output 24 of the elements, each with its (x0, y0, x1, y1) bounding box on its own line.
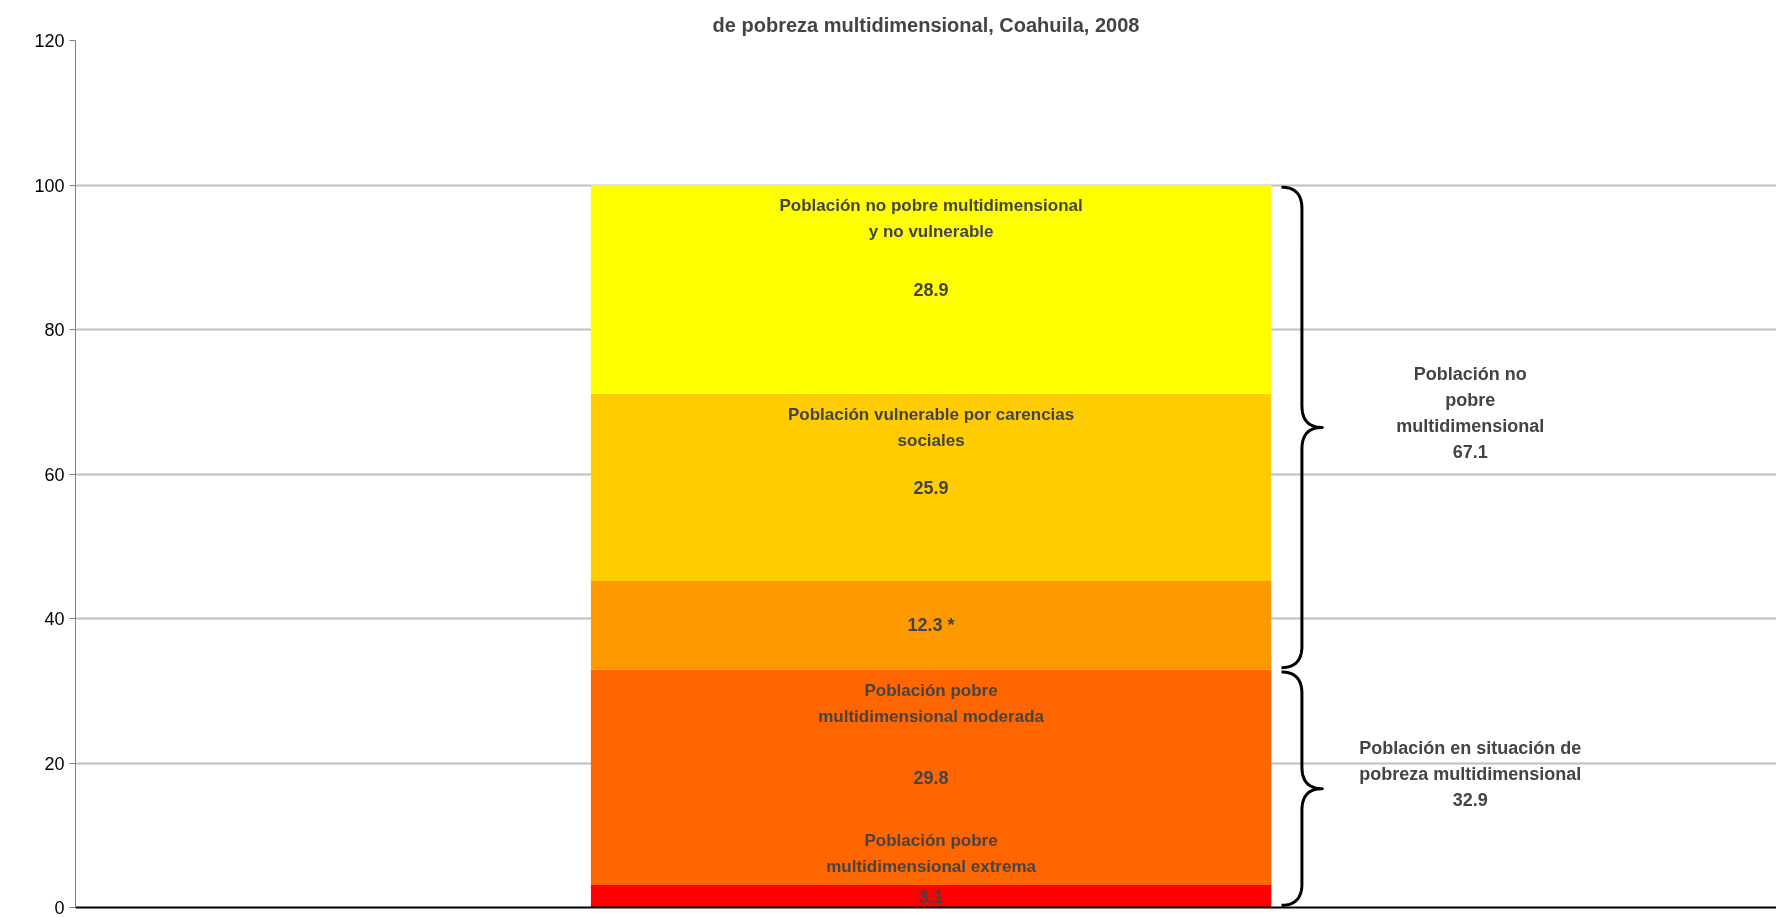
series-label: Población vulnerable por carencias sociales (787, 404, 1075, 451)
y-tick-label: 80 (44, 320, 65, 340)
data-label: 25.9 (913, 477, 949, 498)
text: Población en situación de pobreza multidimensional 32.9 (1359, 738, 1582, 811)
y-tick-label: 0 (54, 898, 65, 917)
data-label: 28.9 (913, 279, 949, 300)
y-tick-label: 60 (44, 464, 65, 485)
bar (590, 185, 1272, 394)
chart-title: de pobreza multidimensional, Coahuila, 2008 (712, 13, 1140, 36)
series-label: Población pobre multidimensional moderada (818, 680, 1045, 727)
series-label: Población pobre multidimensional extrema (826, 830, 1037, 877)
bar (590, 669, 1272, 886)
bar (590, 580, 1272, 670)
data-label: 12.3 * (907, 615, 955, 636)
data-label: 3.1 (918, 886, 944, 907)
series-label: Población no pobre multidimensional y no vulnerable (779, 195, 1083, 242)
data-label: 29.8 (913, 767, 949, 788)
y-tick-label: 20 (44, 753, 65, 774)
bar (590, 393, 1272, 581)
y-tick-label: 120 (34, 31, 65, 51)
text: Población no pobre multidimensional 67.1 (1396, 363, 1545, 462)
y-tick-label: 100 (34, 175, 65, 196)
bar (590, 885, 1272, 908)
y-tick-label: 40 (44, 609, 65, 629)
